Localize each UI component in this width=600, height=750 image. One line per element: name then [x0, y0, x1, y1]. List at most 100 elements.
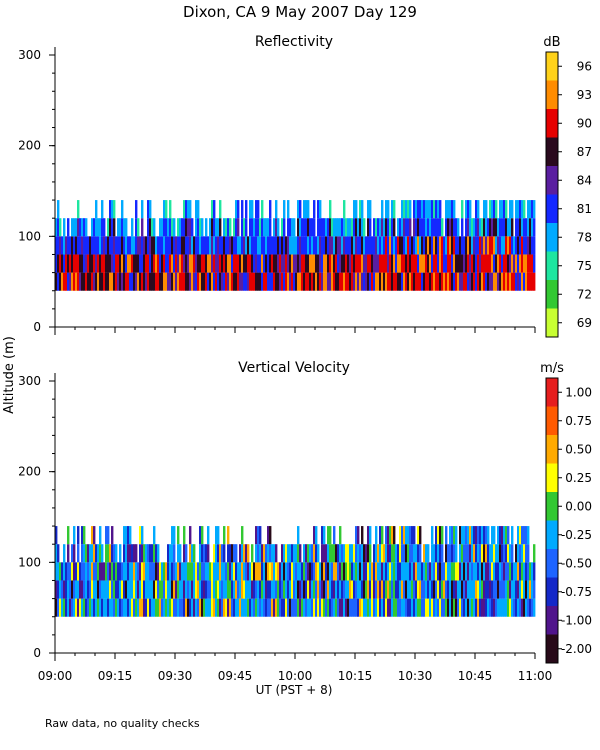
heatmap-cell — [183, 218, 186, 237]
heatmap-cell — [241, 526, 244, 545]
heatmap-cell — [445, 254, 448, 273]
heatmap-cell — [295, 272, 298, 291]
heatmap-cell — [287, 200, 290, 219]
heatmap-cell — [67, 544, 70, 563]
heatmap-cell — [525, 272, 528, 291]
heatmap-cell — [525, 580, 528, 599]
heatmap-cell — [75, 598, 78, 617]
heatmap-cell — [533, 562, 536, 581]
heatmap-cell — [165, 254, 168, 273]
heatmap-cell — [335, 544, 338, 563]
heatmap-cell — [119, 236, 122, 255]
heatmap-cell — [391, 218, 394, 237]
heatmap-cell — [533, 544, 536, 563]
heatmap-cell — [113, 236, 116, 255]
heatmap-cell — [351, 580, 354, 599]
heatmap-cell — [479, 598, 482, 617]
heatmap-cell — [467, 200, 470, 219]
heatmap-cell — [145, 598, 148, 617]
heatmap-cell — [513, 580, 516, 599]
heatmap-cell — [417, 580, 420, 599]
heatmap-cell — [241, 562, 244, 581]
heatmap-cell — [467, 544, 470, 563]
heatmap-cell — [63, 562, 66, 581]
heatmap-cell — [199, 526, 202, 545]
heatmap-cell — [533, 236, 536, 255]
heatmap-cell — [499, 562, 502, 581]
heatmap-cell — [409, 236, 412, 255]
heatmap-cell — [493, 218, 496, 237]
heatmap-cell — [405, 580, 408, 599]
reflectivity-unit: dB — [543, 35, 560, 50]
heatmap-cell — [349, 598, 352, 617]
heatmap-cell — [317, 236, 320, 255]
heatmap-cell — [269, 526, 272, 545]
heatmap-cell — [491, 562, 494, 581]
heatmap-cell — [325, 272, 328, 291]
heatmap-cell — [481, 580, 484, 599]
heatmap-cell — [165, 200, 168, 219]
heatmap-cell — [443, 236, 446, 255]
heatmap-cell — [521, 200, 524, 219]
heatmap-cell — [191, 544, 194, 563]
heatmap-cell — [257, 544, 260, 563]
heatmap-cell — [153, 272, 156, 291]
heatmap-cell — [75, 236, 78, 255]
heatmap-cell — [473, 598, 476, 617]
heatmap-cell — [125, 562, 128, 581]
heatmap-cell — [69, 272, 72, 291]
heatmap-cell — [469, 236, 472, 255]
heatmap-cell — [311, 218, 314, 237]
heatmap-cell — [241, 254, 244, 273]
heatmap-cell — [471, 598, 474, 617]
heatmap-cell — [313, 598, 316, 617]
heatmap-cell — [403, 218, 406, 237]
heatmap-cell — [465, 218, 468, 237]
heatmap-cell — [195, 236, 198, 255]
heatmap-cell — [261, 236, 264, 255]
heatmap-cell — [375, 236, 378, 255]
heatmap-cell — [431, 580, 434, 599]
heatmap-cell — [171, 218, 174, 237]
heatmap-cell — [467, 272, 470, 291]
heatmap-cell — [99, 254, 102, 273]
heatmap-cell — [367, 272, 370, 291]
heatmap-cell — [507, 272, 510, 291]
heatmap-cell — [461, 200, 464, 219]
x-tick-label: 10:00 — [278, 669, 313, 683]
heatmap-cell — [109, 200, 112, 219]
heatmap-cell — [119, 598, 122, 617]
heatmap-cell — [313, 236, 316, 255]
heatmap-cell — [171, 236, 174, 255]
heatmap-cell — [257, 562, 260, 581]
heatmap-cell — [517, 272, 520, 291]
heatmap-cell — [323, 580, 326, 599]
heatmap-cell — [487, 254, 490, 273]
heatmap-cell — [73, 236, 76, 255]
heatmap-cell — [179, 544, 182, 563]
heatmap-cell — [99, 544, 102, 563]
heatmap-cell — [393, 200, 396, 219]
heatmap-cell — [101, 254, 104, 273]
colorbar-swatch — [546, 52, 558, 81]
heatmap-cell — [283, 218, 286, 237]
heatmap-cell — [261, 272, 264, 291]
heatmap-cell — [345, 580, 348, 599]
heatmap-cell — [435, 272, 438, 291]
heatmap-cell — [501, 272, 504, 291]
heatmap-cell — [65, 236, 68, 255]
heatmap-cell — [191, 254, 194, 273]
heatmap-cell — [85, 218, 88, 237]
heatmap-cell — [61, 236, 64, 255]
heatmap-cell — [341, 272, 344, 291]
heatmap-cell — [433, 218, 436, 237]
heatmap-cell — [57, 254, 60, 273]
heatmap-cell — [525, 562, 528, 581]
heatmap-cell — [325, 544, 328, 563]
heatmap-cell — [103, 562, 106, 581]
heatmap-cell — [117, 598, 120, 617]
heatmap-cell — [439, 544, 442, 563]
heatmap-cell — [399, 254, 402, 273]
heatmap-cell — [73, 272, 76, 291]
heatmap-cell — [339, 562, 342, 581]
